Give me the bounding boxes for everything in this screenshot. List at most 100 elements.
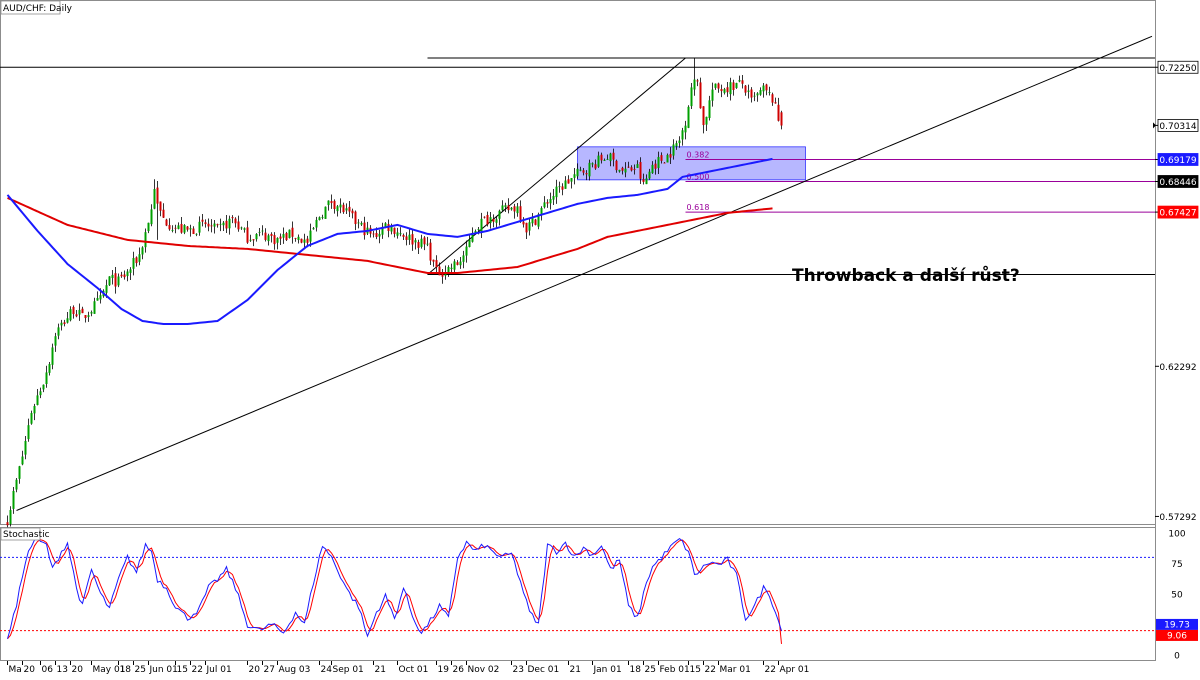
candle-body — [735, 83, 738, 88]
candle-body — [402, 234, 405, 237]
candle-body — [297, 236, 300, 241]
last-price-marker — [1153, 122, 1156, 129]
candle-body — [681, 130, 684, 140]
candle-body — [720, 89, 723, 92]
candle-body — [630, 167, 633, 171]
candle-body — [531, 217, 534, 224]
time-tick-label: 18 — [630, 665, 642, 675]
candle-body — [495, 219, 498, 223]
candle-body — [567, 179, 570, 184]
candle-body — [348, 206, 351, 212]
candle-body — [516, 206, 519, 214]
candle-body — [360, 222, 363, 225]
candle-body — [273, 235, 276, 245]
candle-body — [99, 295, 102, 300]
sma-blue-line — [6, 157, 773, 325]
candle-body — [573, 174, 576, 178]
candle-body — [507, 205, 510, 211]
candle-body — [627, 166, 630, 168]
candle-body — [519, 206, 522, 220]
candle-body — [678, 140, 681, 144]
stochastic-k-value-box — [1156, 618, 1198, 630]
time-tick-label: 13 — [57, 665, 68, 675]
candle-body — [96, 298, 99, 301]
candle-body — [270, 233, 273, 236]
candle-body — [396, 232, 399, 236]
candle-body — [483, 216, 486, 218]
candle-body — [78, 309, 81, 315]
candle-body — [477, 229, 480, 231]
candle-body — [123, 274, 126, 278]
candle-body — [252, 239, 255, 241]
stochastic-tick-label: 75 — [1171, 560, 1182, 570]
candle-body — [558, 186, 561, 188]
candle-body — [363, 222, 366, 236]
candle-body — [315, 219, 318, 228]
candle-body — [219, 223, 222, 225]
candle-body — [294, 238, 297, 239]
candle-body — [435, 260, 438, 268]
candle-body — [303, 239, 306, 243]
candle-body — [411, 234, 414, 245]
candle-body — [525, 222, 528, 233]
candle-body — [594, 164, 597, 169]
candle-body — [591, 163, 594, 165]
candle-body — [69, 309, 72, 321]
candle-body — [357, 222, 360, 224]
time-tick-label: 20 — [249, 665, 261, 675]
candle-body — [231, 217, 234, 219]
candle-body — [255, 234, 258, 240]
candle-body — [81, 308, 84, 314]
candle-body — [768, 92, 771, 93]
candle-body — [462, 255, 465, 262]
candle-body — [132, 258, 135, 269]
candle-body — [552, 195, 555, 200]
candle-body — [639, 162, 642, 179]
candle-body — [120, 274, 123, 277]
stochastic-label-box — [0, 527, 41, 541]
time-tick-label: 15 — [177, 665, 188, 675]
candle-body — [282, 234, 285, 238]
candle-body — [354, 211, 357, 225]
candle-body — [291, 227, 294, 237]
candle-body — [375, 232, 378, 237]
candle-body — [606, 159, 609, 161]
candle-body — [309, 230, 312, 242]
candle-body — [384, 223, 387, 227]
time-tick-label: 20 — [72, 665, 84, 675]
candle-body — [234, 218, 237, 224]
candle-body — [138, 254, 141, 262]
candle-body — [510, 207, 513, 210]
time-tick-label: 22 — [765, 665, 776, 675]
candle-body — [549, 199, 552, 204]
candle-body — [618, 169, 621, 172]
candle-body — [399, 233, 402, 235]
candle-body — [657, 156, 660, 169]
candle-body — [456, 262, 459, 265]
candle-body — [288, 229, 291, 238]
candle-body — [321, 217, 324, 219]
candle-body — [579, 169, 582, 171]
fibonacci-label: 0.382 — [687, 150, 710, 159]
candle-body — [534, 219, 537, 225]
candle-body — [276, 238, 279, 243]
candle-body — [522, 221, 525, 225]
candle-body — [585, 173, 588, 175]
candle-body — [300, 238, 303, 243]
candle-body — [621, 167, 624, 171]
candle-body — [438, 266, 441, 276]
candle-body — [465, 246, 468, 256]
candle-body — [30, 413, 33, 424]
candle-body — [696, 80, 699, 82]
time-tick-label: 06 — [42, 665, 54, 675]
rising-trendline — [16, 35, 1153, 511]
candle-body — [333, 200, 336, 210]
candle-body — [612, 152, 615, 160]
candle-body — [336, 206, 339, 212]
candle-body — [504, 205, 507, 207]
candle-body — [147, 222, 150, 232]
time-tick-label: Nov 02 — [468, 665, 500, 675]
candle-body — [642, 179, 645, 182]
candle-body — [570, 178, 573, 182]
candle-body — [189, 228, 192, 230]
